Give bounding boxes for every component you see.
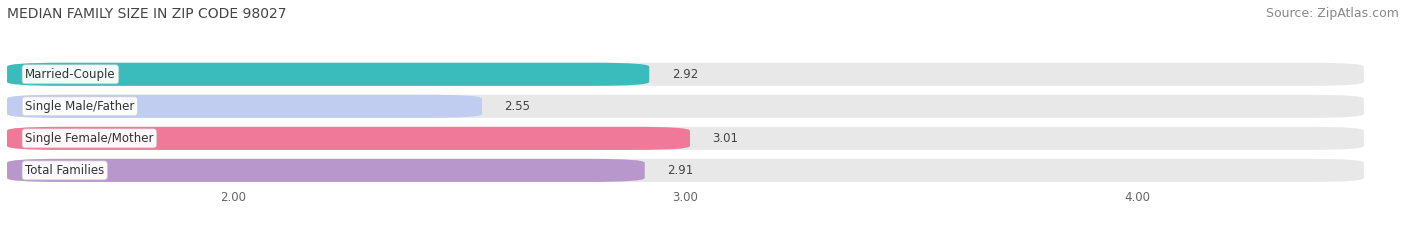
Text: 2.92: 2.92 [672, 68, 699, 81]
FancyBboxPatch shape [7, 159, 645, 182]
FancyBboxPatch shape [7, 127, 690, 150]
FancyBboxPatch shape [7, 159, 1364, 182]
Text: Source: ZipAtlas.com: Source: ZipAtlas.com [1265, 7, 1399, 20]
Text: 2.55: 2.55 [505, 100, 530, 113]
FancyBboxPatch shape [7, 95, 482, 118]
FancyBboxPatch shape [7, 63, 1364, 86]
Text: 2.91: 2.91 [668, 164, 693, 177]
Text: Married-Couple: Married-Couple [25, 68, 115, 81]
Text: Single Male/Father: Single Male/Father [25, 100, 135, 113]
Text: 3.01: 3.01 [713, 132, 738, 145]
Text: Total Families: Total Families [25, 164, 104, 177]
Text: MEDIAN FAMILY SIZE IN ZIP CODE 98027: MEDIAN FAMILY SIZE IN ZIP CODE 98027 [7, 7, 287, 21]
FancyBboxPatch shape [7, 95, 1364, 118]
FancyBboxPatch shape [7, 127, 1364, 150]
FancyBboxPatch shape [7, 63, 650, 86]
Text: Single Female/Mother: Single Female/Mother [25, 132, 153, 145]
